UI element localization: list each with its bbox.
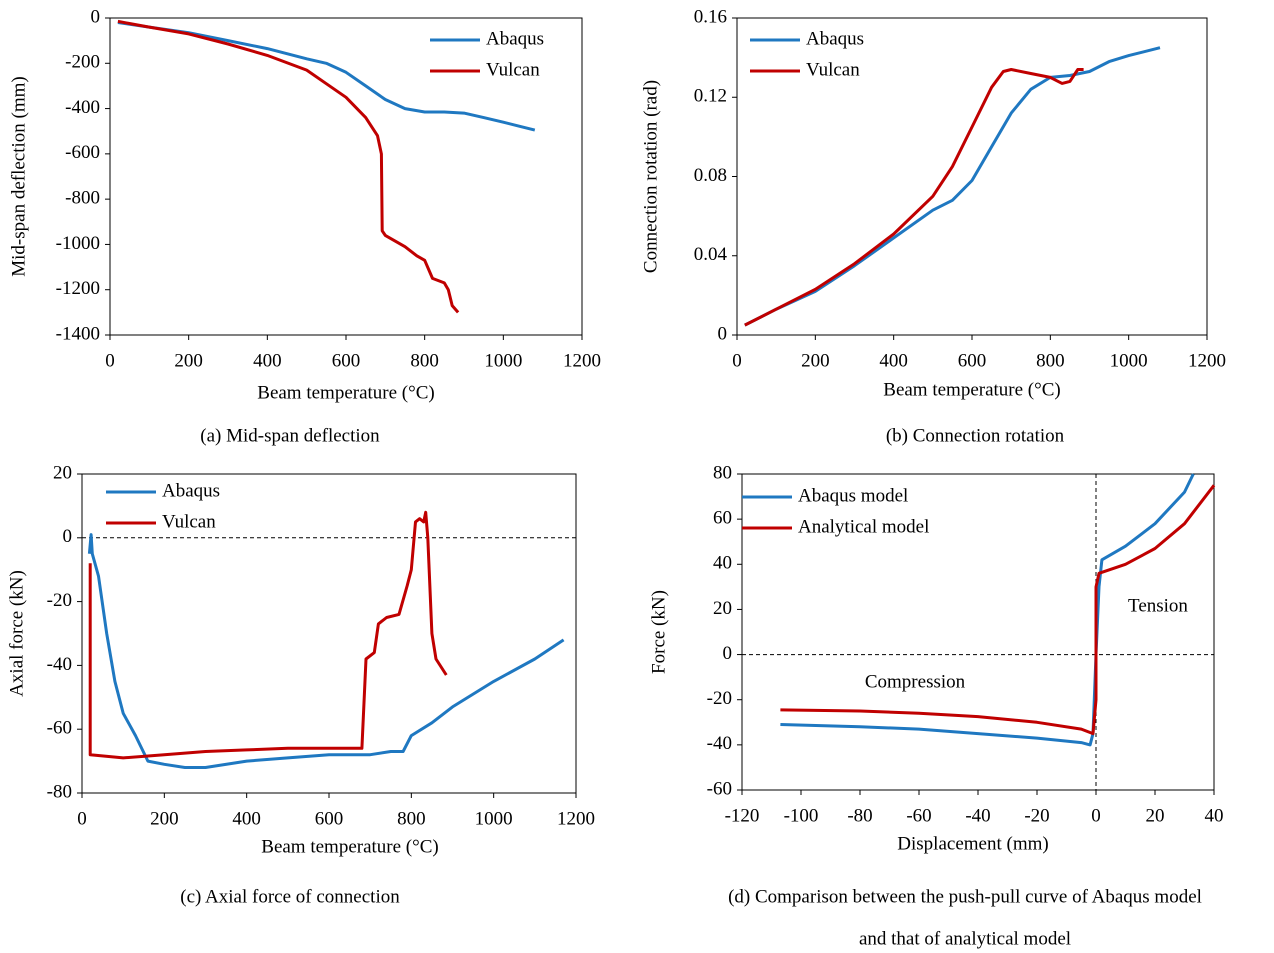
y-tick-label: 0.16 [694,6,727,27]
x-tick-label: 40 [1205,805,1224,826]
legend-label: Vulcan [162,511,216,532]
x-tick-label: 1000 [1110,350,1148,371]
x-tick-label: 600 [958,350,987,371]
x-tick-label: 1200 [563,350,601,371]
y-tick-label: -200 [65,52,100,73]
caption: (a) Mid-span deflection [200,425,380,446]
legend-label: Analytical model [798,516,929,537]
legend-label: Vulcan [806,59,860,80]
data-line [87,533,565,769]
y-tick-label: 0 [91,6,101,27]
y-tick-label: -400 [65,97,100,118]
x-tick-label: 1000 [475,808,513,829]
x-tick-label: 800 [1036,350,1065,371]
y-tick-label: 0 [718,323,728,344]
x-tick-label: 0 [105,350,115,371]
legend-label: Abaqus [162,480,220,501]
legend-label: Abaqus [486,28,544,49]
y-tick-label: -60 [47,718,72,739]
y-tick-label: -1400 [56,323,100,344]
x-tick-label: 200 [174,350,203,371]
x-axis-label: Displacement (mm) [897,833,1048,854]
data-line [780,484,1216,736]
x-tick-label: 400 [232,808,261,829]
y-tick-label: -40 [47,654,72,675]
y-tick-label: -1000 [56,233,100,254]
x-tick-label: 600 [332,350,361,371]
x-axis-label: Beam temperature (°C) [261,836,438,857]
y-tick-label: 60 [713,508,732,529]
legend-label: Vulcan [486,59,540,80]
data-line [117,19,460,314]
x-tick-label: 600 [315,808,344,829]
y-tick-label: 0.12 [694,86,727,107]
y-tick-label: -600 [65,142,100,163]
legend-label: Abaqus [806,28,864,49]
data-line [88,510,448,760]
caption: (c) Axial force of connection [180,886,400,907]
x-tick-label: 20 [1146,805,1165,826]
x-tick-label: 400 [253,350,282,371]
x-axis-label: Beam temperature (°C) [883,379,1060,400]
y-tick-label: -40 [707,733,732,754]
x-tick-label: 200 [150,808,179,829]
y-axis-label: Force (kN) [648,590,669,674]
y-tick-label: 0 [723,643,733,664]
x-tick-label: 800 [410,350,439,371]
y-axis-label: Connection rotation (rad) [640,80,661,273]
x-tick-label: 400 [879,350,908,371]
x-tick-label: -60 [906,805,931,826]
x-tick-label: 800 [397,808,426,829]
y-tick-label: 20 [53,462,72,483]
y-tick-label: -1200 [56,278,100,299]
x-tick-label: 0 [1091,805,1101,826]
x-tick-label: 0 [732,350,742,371]
plot-frame [81,473,577,794]
x-tick-label: -120 [725,805,760,826]
x-axis-label: Beam temperature (°C) [257,382,434,403]
y-tick-label: 0 [63,526,73,547]
y-tick-label: 80 [713,462,732,483]
annotation: Tension [1128,595,1188,616]
x-tick-label: 1200 [1188,350,1226,371]
x-tick-label: 1200 [557,808,595,829]
y-tick-label: -80 [47,781,72,802]
y-tick-label: -20 [47,590,72,611]
data-line [744,46,1161,327]
x-tick-label: -20 [1024,805,1049,826]
y-tick-label: 20 [713,598,732,619]
y-tick-label: -800 [65,188,100,209]
data-line [117,21,536,132]
data-line [744,68,1084,327]
y-tick-label: -60 [707,778,732,799]
y-tick-label: 0.08 [694,165,727,186]
caption: and that of analytical model [859,928,1071,949]
annotation: Compression [865,671,966,692]
x-tick-label: 1000 [484,350,522,371]
y-axis-label: Axial force (kN) [6,570,27,697]
y-tick-label: -20 [707,688,732,709]
caption: (b) Connection rotation [886,425,1065,446]
y-tick-label: 40 [713,553,732,574]
x-tick-label: 0 [77,808,87,829]
x-tick-label: -80 [847,805,872,826]
x-tick-label: -100 [784,805,819,826]
y-axis-label: Mid-span deflection (mm) [8,76,29,277]
y-tick-label: 0.04 [694,244,728,265]
legend-label: Abaqus model [798,485,908,506]
caption: (d) Comparison between the push-pull cur… [728,886,1202,907]
x-tick-label: -40 [965,805,990,826]
x-tick-label: 200 [801,350,830,371]
